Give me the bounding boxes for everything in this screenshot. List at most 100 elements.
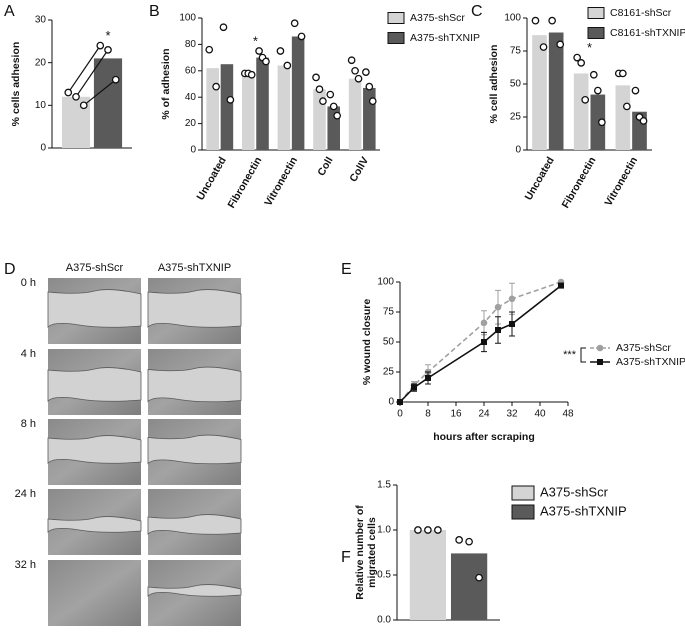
data-point: [362, 68, 370, 76]
data-point: [226, 95, 235, 104]
data-point: [414, 526, 422, 534]
y-tick-label: 100: [504, 13, 521, 24]
bar: [291, 36, 305, 151]
data-point: [79, 101, 88, 110]
data-point: [434, 526, 442, 534]
y-tick-label: 20: [35, 57, 47, 68]
data-point: [589, 70, 598, 79]
legend-label: A375-shTXNIP: [540, 503, 627, 518]
data-point: [104, 46, 112, 54]
significance: ***: [563, 349, 577, 361]
micrograph: [47, 419, 142, 485]
bar: [206, 68, 219, 150]
data-point: [424, 526, 432, 534]
wound: [147, 289, 242, 328]
micrograph: [48, 560, 141, 626]
data-point: [347, 56, 356, 65]
x-tick-label: Uncoated: [523, 155, 557, 202]
x-tick-label: Vitronectin: [602, 155, 640, 208]
y-axis-label: % cells adhesion: [10, 42, 22, 127]
x-tick-label: ColIV: [347, 155, 371, 184]
data-point: [283, 61, 292, 70]
wound: [147, 514, 242, 535]
marker: [509, 321, 515, 327]
x-tick-label: 32: [506, 409, 518, 420]
y-tick-label: 0.5: [377, 570, 391, 581]
panel-label: E: [341, 261, 352, 278]
y-tick-label: 40: [185, 92, 197, 103]
data-point: [539, 43, 548, 51]
bar: [590, 94, 606, 150]
column-label: A375-shTXNIP: [158, 262, 231, 274]
wound: [47, 516, 142, 533]
data-point: [319, 97, 327, 106]
y-tick-label: 75: [383, 307, 395, 318]
marker: [425, 375, 431, 381]
y-tick-label: 50: [383, 337, 395, 348]
data-point: [290, 19, 299, 28]
pair-line: [83, 79, 117, 106]
data-point: [212, 82, 220, 91]
pair-line: [67, 45, 101, 93]
y-tick-label: 50: [510, 79, 522, 90]
data-point: [365, 82, 374, 91]
data-point: [455, 536, 463, 544]
data-point: [333, 111, 342, 120]
bar: [409, 530, 447, 620]
legend-marker: [596, 344, 604, 352]
legend-swatch: [387, 12, 405, 24]
data-point: [475, 573, 483, 582]
data-point: [219, 23, 228, 32]
x-tick-label: Fibronectin: [560, 155, 599, 211]
data-point: [581, 95, 590, 104]
data-point: [329, 102, 338, 111]
data-point: [72, 92, 80, 101]
wound: [47, 367, 142, 402]
legend-swatch: [587, 7, 605, 19]
row-label: 32 h: [15, 559, 36, 571]
bar: [256, 57, 269, 150]
y-tick-label: 0: [515, 145, 521, 156]
data-point: [465, 537, 473, 546]
y-tick-label: 0: [190, 145, 196, 156]
data-point: [111, 75, 120, 84]
data-point: [205, 45, 214, 54]
y-tick-label: 20: [185, 118, 197, 129]
data-point: [64, 88, 73, 97]
marker: [481, 339, 487, 345]
y-tick-label: 0: [388, 397, 394, 408]
y-tick-label: 0: [40, 143, 46, 154]
data-point: [598, 118, 606, 127]
significance: *: [587, 40, 592, 55]
bar: [242, 73, 255, 150]
data-point: [312, 73, 320, 82]
y-tick-label: 1.0: [377, 525, 391, 536]
y-tick-label: 25: [510, 112, 522, 123]
x-tick-label: ColI: [315, 155, 335, 178]
legend-marker: [597, 359, 603, 365]
legend-label: A375-shScr: [616, 342, 671, 354]
bar: [532, 35, 547, 150]
data-point: [593, 86, 602, 95]
series-line: [399, 284, 562, 403]
data-point: [631, 86, 640, 95]
data-point: [618, 69, 627, 78]
marker: [411, 384, 417, 391]
y-tick-label: 60: [185, 65, 197, 76]
wound: [47, 435, 142, 464]
wound: [47, 289, 142, 328]
panel-label: F: [341, 549, 351, 566]
y-tick-label: 80: [185, 39, 197, 50]
data-point: [548, 16, 556, 25]
x-tick-label: 24: [478, 409, 490, 420]
y-tick-label: 75: [510, 46, 522, 57]
x-tick-label: Fibronectin: [225, 155, 264, 211]
y-tick-label: 1.5: [377, 480, 391, 491]
wound: [147, 366, 242, 403]
legend-swatch: [511, 504, 535, 520]
y-tick-label: 30: [35, 15, 47, 26]
significance: *: [105, 28, 110, 43]
y-tick-label: 25: [383, 367, 395, 378]
marker: [558, 282, 564, 289]
bar: [363, 87, 376, 150]
